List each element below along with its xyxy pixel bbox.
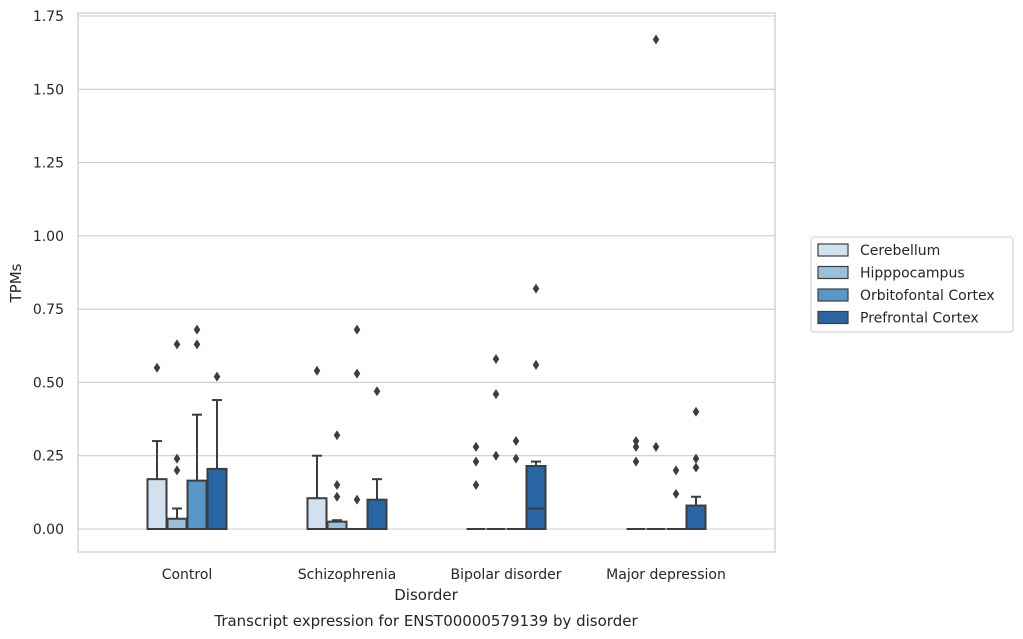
gridlines xyxy=(78,15,775,530)
box xyxy=(326,520,348,531)
box xyxy=(186,479,208,531)
x-tick-label: Bipolar disorder xyxy=(450,567,561,583)
outlier-point xyxy=(652,34,660,45)
legend-label: Prefrontal Cortex xyxy=(860,311,979,327)
x-tick-labels: Control Schizophrenia Bipolar disorder Majo… xyxy=(162,567,726,583)
box xyxy=(366,498,388,530)
box-marks xyxy=(146,34,707,531)
outlier-point xyxy=(672,488,680,499)
legend: Cerebellum Hipppocampus Orbitofontal Corte… xyxy=(810,236,1014,333)
chart-caption: Transcript expression for ENST0000057913… xyxy=(213,612,638,630)
plot-frame xyxy=(77,12,776,553)
outlier-point xyxy=(692,462,700,473)
y-axis-label: TPMs xyxy=(7,263,25,303)
outlier-point xyxy=(333,430,341,441)
box-group xyxy=(166,339,188,530)
legend-swatch xyxy=(817,265,849,280)
box-group xyxy=(646,34,666,530)
outlier-point xyxy=(173,465,181,476)
outlier-point xyxy=(472,456,480,467)
outlier-point xyxy=(632,441,640,452)
box-group xyxy=(466,441,486,530)
legend-frame xyxy=(810,236,1014,333)
box xyxy=(525,464,547,530)
outlier-point xyxy=(692,406,700,417)
outlier-point xyxy=(353,324,361,335)
box-group xyxy=(326,430,348,531)
y-tick-label: 1.50 xyxy=(33,82,64,98)
outlier-point xyxy=(353,494,361,505)
outlier-point xyxy=(492,389,500,400)
outlier-point xyxy=(652,441,660,452)
outlier-point xyxy=(472,480,480,491)
outlier-point xyxy=(532,283,540,294)
outlier-point xyxy=(532,359,540,370)
outlier-point xyxy=(632,436,640,447)
outlier-point xyxy=(692,453,700,464)
outlier-point xyxy=(492,450,500,461)
box xyxy=(146,478,168,530)
legend-label: Hipppocampus xyxy=(860,266,965,282)
box-group xyxy=(366,386,388,530)
x-tick-label: Schizophrenia xyxy=(298,567,396,583)
legend-swatch xyxy=(817,310,849,325)
x-axis-label: Disorder xyxy=(394,586,458,604)
box-group xyxy=(306,365,328,531)
box-group xyxy=(685,406,707,531)
y-tick-label: 0.00 xyxy=(33,522,64,538)
outlier-point xyxy=(333,480,341,491)
outlier-point xyxy=(512,453,520,464)
y-tick-label: 0.50 xyxy=(33,375,64,391)
outlier-point xyxy=(353,368,361,379)
legend-label: Cerebellum xyxy=(860,243,940,259)
y-tick-labels: 0.00 0.25 0.50 0.75 1.00 1.25 1.50 1.75 xyxy=(33,9,64,538)
box-group xyxy=(506,436,526,530)
outlier-point xyxy=(512,436,520,447)
box-group xyxy=(666,465,686,530)
box xyxy=(306,497,328,531)
outlier-point xyxy=(193,324,201,335)
outlier-point xyxy=(153,362,161,373)
outlier-point xyxy=(672,465,680,476)
box-group xyxy=(626,436,646,530)
box-group xyxy=(146,362,168,530)
outlier-point xyxy=(472,441,480,452)
legend-swatch xyxy=(817,243,849,257)
y-tick-label: 1.25 xyxy=(33,156,64,172)
y-tick-label: 0.75 xyxy=(33,302,64,318)
y-tick-label: 1.75 xyxy=(33,9,64,25)
box-group xyxy=(206,371,228,530)
box-group xyxy=(525,283,547,530)
x-tick-label: Major depression xyxy=(606,567,726,583)
outlier-point xyxy=(313,365,321,376)
outlier-point xyxy=(213,371,221,382)
box-group xyxy=(347,324,367,530)
outlier-point xyxy=(333,491,341,502)
box xyxy=(166,517,188,530)
box-group xyxy=(186,324,208,531)
outlier-point xyxy=(492,353,500,364)
outlier-point xyxy=(632,456,640,467)
outlier-point xyxy=(173,453,181,464)
box xyxy=(685,504,707,531)
outlier-point xyxy=(193,339,201,350)
y-tick-label: 1.00 xyxy=(33,229,64,245)
legend-swatch xyxy=(817,288,849,302)
x-tick-label: Control xyxy=(162,567,213,583)
box-group xyxy=(486,353,506,530)
y-tick-label: 0.25 xyxy=(33,449,64,465)
box xyxy=(206,467,228,530)
outlier-point xyxy=(173,339,181,350)
legend-label: Orbitofontal Cortex xyxy=(860,288,995,304)
outlier-point xyxy=(373,386,381,397)
